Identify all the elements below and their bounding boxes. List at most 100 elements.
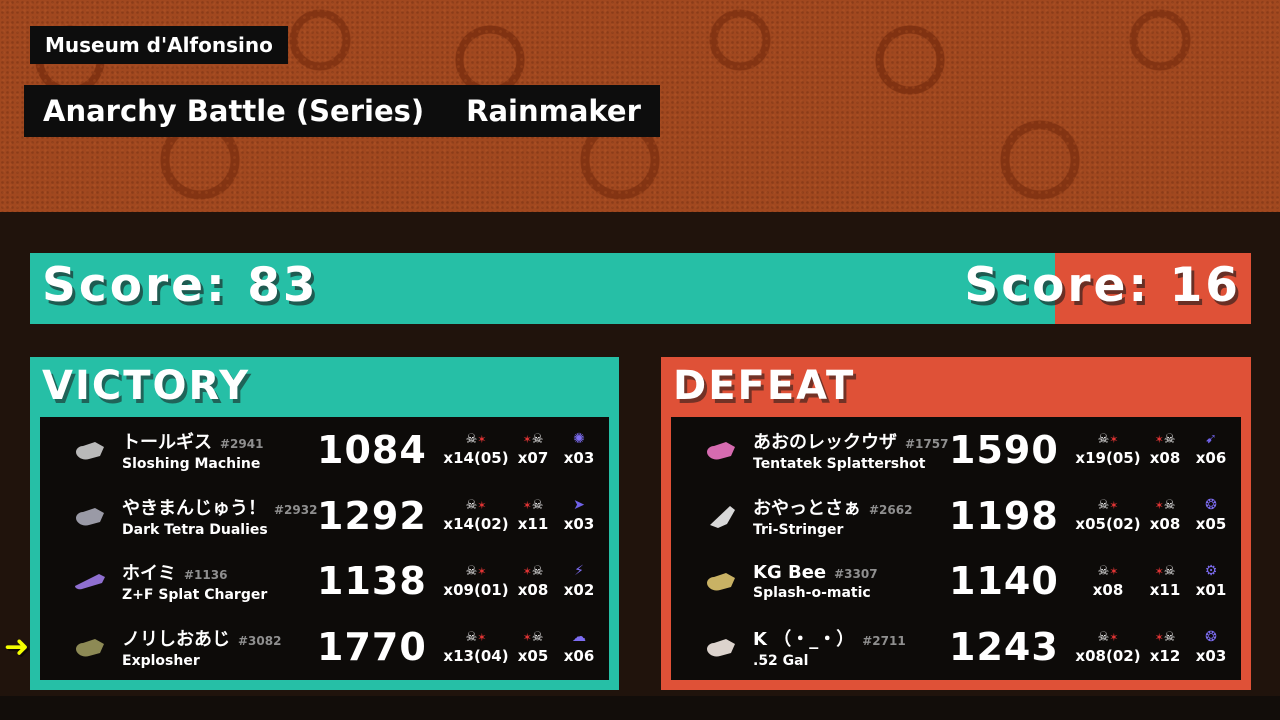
player-tag: #3307: [834, 566, 878, 581]
player-info: あおのレックウザ #1757 Tentatek Splattershot: [741, 428, 949, 472]
splats-count: x08: [1092, 580, 1124, 599]
player-stats: ☠✶ x05(02) ✶☠ x08 ❂ x05: [1061, 497, 1233, 534]
turf-points: 1243: [949, 625, 1059, 670]
splatted-icon: ✶☠: [1154, 432, 1176, 448]
specials-count: x06: [563, 646, 595, 665]
splatted-icon: ✶☠: [1154, 498, 1176, 514]
defeat-title: DEFEAT: [673, 363, 856, 409]
player-stats: ☠✶ x09(01) ✶☠ x08 ⚡ x02: [429, 562, 601, 599]
player-tag: #1136: [184, 568, 228, 583]
player-info: ホイミ #1136 Z+F Splat Charger: [110, 559, 317, 603]
weapon-name: Explosher: [122, 653, 200, 670]
player-stats: ☠✶ x08(02) ✶☠ x12 ❂ x03: [1061, 628, 1233, 665]
splatted-icon: ✶☠: [522, 563, 544, 579]
player-info: トールギス #2941 Sloshing Machine: [110, 428, 317, 472]
victory-panel: VICTORY トールギス #2941 Sloshing Machine 108…: [4, 357, 619, 690]
player-name: あおのレックウザ: [753, 431, 897, 453]
score-bar: Score: 83 Score: 16: [30, 253, 1251, 324]
specials-count: x01: [1195, 580, 1227, 599]
player-tag: #3082: [238, 634, 282, 649]
weapon-icon: [70, 437, 110, 463]
splats-count: x14(05): [443, 449, 509, 468]
weapon-icon: [701, 503, 741, 529]
splatted-icon: ✶☠: [522, 629, 544, 645]
splats-icon: ☠✶: [1097, 432, 1119, 448]
specials-count: x06: [1195, 449, 1227, 468]
player-row[interactable]: やきまんじゅう！ #2932 Dark Tetra Dualies 1292 ☠…: [40, 483, 609, 549]
victory-title: VICTORY: [42, 363, 251, 409]
player-name: トールギス: [122, 431, 212, 453]
special-weapon-icon: ✺: [573, 431, 585, 448]
specials-count: x05: [1195, 515, 1227, 534]
splatted-count: x05: [517, 646, 549, 665]
special-weapon-icon: ❂: [1205, 497, 1217, 514]
special-weapon-icon: ➹: [1205, 431, 1217, 448]
player-name: K （・_・）: [753, 629, 855, 651]
player-tag: #2941: [220, 436, 264, 451]
player-row[interactable]: K （・_・） #2711 .52 Gal 1243 ☠✶ x08(02) ✶☠ x…: [671, 614, 1241, 680]
weapon-name: .52 Gal: [753, 653, 809, 670]
victory-player-list: トールギス #2941 Sloshing Machine 1084 ☠✶ x14(…: [4, 417, 609, 680]
splatted-count: x07: [517, 449, 549, 468]
score-left: Score: 83: [42, 258, 319, 313]
specials-count: x03: [563, 449, 595, 468]
specials-count: x02: [563, 580, 595, 599]
special-weapon-icon: ❂: [1205, 628, 1217, 645]
player-row[interactable]: ホイミ #1136 Z+F Splat Charger 1138 ☠✶ x09(0…: [40, 549, 609, 615]
splatted-count: x08: [517, 580, 549, 599]
splatted-icon: ✶☠: [522, 498, 544, 514]
weapon-name: Sloshing Machine: [122, 455, 261, 472]
turf-points: 1590: [949, 427, 1059, 472]
splatted-count: x11: [1149, 580, 1181, 599]
stage-name-label: Museum d'Alfonsino: [30, 26, 288, 64]
turf-points: 1292: [317, 493, 427, 538]
player-tag: #1757: [905, 436, 949, 451]
player-name: おやっとさぁ: [753, 497, 861, 519]
splats-icon: ☠✶: [1097, 498, 1119, 514]
splats-icon: ☠✶: [1097, 563, 1119, 579]
weapon-icon: [701, 568, 741, 594]
player-row-self[interactable]: ➜ ノリしおあじ #3082 Explosher 1770 ☠✶ x13(04) …: [4, 614, 609, 680]
player-name: KG Bee: [753, 561, 827, 583]
defeat-player-list: あおのレックウザ #1757 Tentatek Splattershot 159…: [671, 417, 1241, 680]
player-stats: ☠✶ x13(04) ✶☠ x05 ☁ x06: [429, 628, 601, 665]
splats-icon: ☠✶: [465, 563, 487, 579]
weapon-icon: [701, 437, 741, 463]
specials-count: x03: [563, 515, 595, 534]
splats-count: x08(02): [1075, 646, 1141, 665]
special-weapon-icon: ☁: [572, 628, 586, 645]
splats-count: x05(02): [1075, 515, 1141, 534]
turf-points: 1770: [317, 625, 427, 670]
splats-icon: ☠✶: [1097, 629, 1119, 645]
splats-count: x14(02): [443, 515, 509, 534]
player-info: やきまんじゅう！ #2932 Dark Tetra Dualies: [110, 494, 317, 538]
player-row[interactable]: KG Bee #3307 Splash-o-matic 1140 ☠✶ x08 ✶…: [671, 549, 1241, 615]
weapon-icon: [70, 568, 110, 594]
player-info: おやっとさぁ #2662 Tri-Stringer: [741, 494, 949, 538]
splatted-icon: ✶☠: [1154, 629, 1176, 645]
special-weapon-icon: ⚡: [574, 562, 584, 579]
splats-count: x13(04): [443, 646, 509, 665]
player-name: やきまんじゅう！: [122, 497, 266, 519]
player-info: ノリしおあじ #3082 Explosher: [110, 625, 317, 669]
score-bar-right-segment: [1055, 253, 1251, 324]
player-name: ノリしおあじ: [122, 629, 230, 651]
weapon-icon: [701, 634, 741, 660]
splatted-icon: ✶☠: [522, 432, 544, 448]
splatted-count: x11: [517, 515, 549, 534]
splatted-count: x12: [1149, 646, 1181, 665]
player-tag: #2711: [862, 634, 906, 649]
player-row[interactable]: トールギス #2941 Sloshing Machine 1084 ☠✶ x14(…: [40, 417, 609, 483]
player-row[interactable]: あおのレックウザ #1757 Tentatek Splattershot 159…: [671, 417, 1241, 483]
splatted-count: x08: [1149, 515, 1181, 534]
player-row[interactable]: おやっとさぁ #2662 Tri-Stringer 1198 ☠✶ x05(02)…: [671, 483, 1241, 549]
score-right: Score: 16: [964, 258, 1241, 313]
player-stats: ☠✶ x08 ✶☠ x11 ⚙ x01: [1061, 563, 1233, 599]
splats-count: x19(05): [1075, 449, 1141, 468]
player-info: K （・_・） #2711 .52 Gal: [741, 625, 949, 669]
splats-count: x09(01): [443, 580, 509, 599]
bottom-strip: [0, 696, 1280, 720]
turf-points: 1198: [949, 493, 1059, 538]
weapon-name: Z+F Splat Charger: [122, 587, 268, 604]
player-info: KG Bee #3307 Splash-o-matic: [741, 562, 949, 601]
